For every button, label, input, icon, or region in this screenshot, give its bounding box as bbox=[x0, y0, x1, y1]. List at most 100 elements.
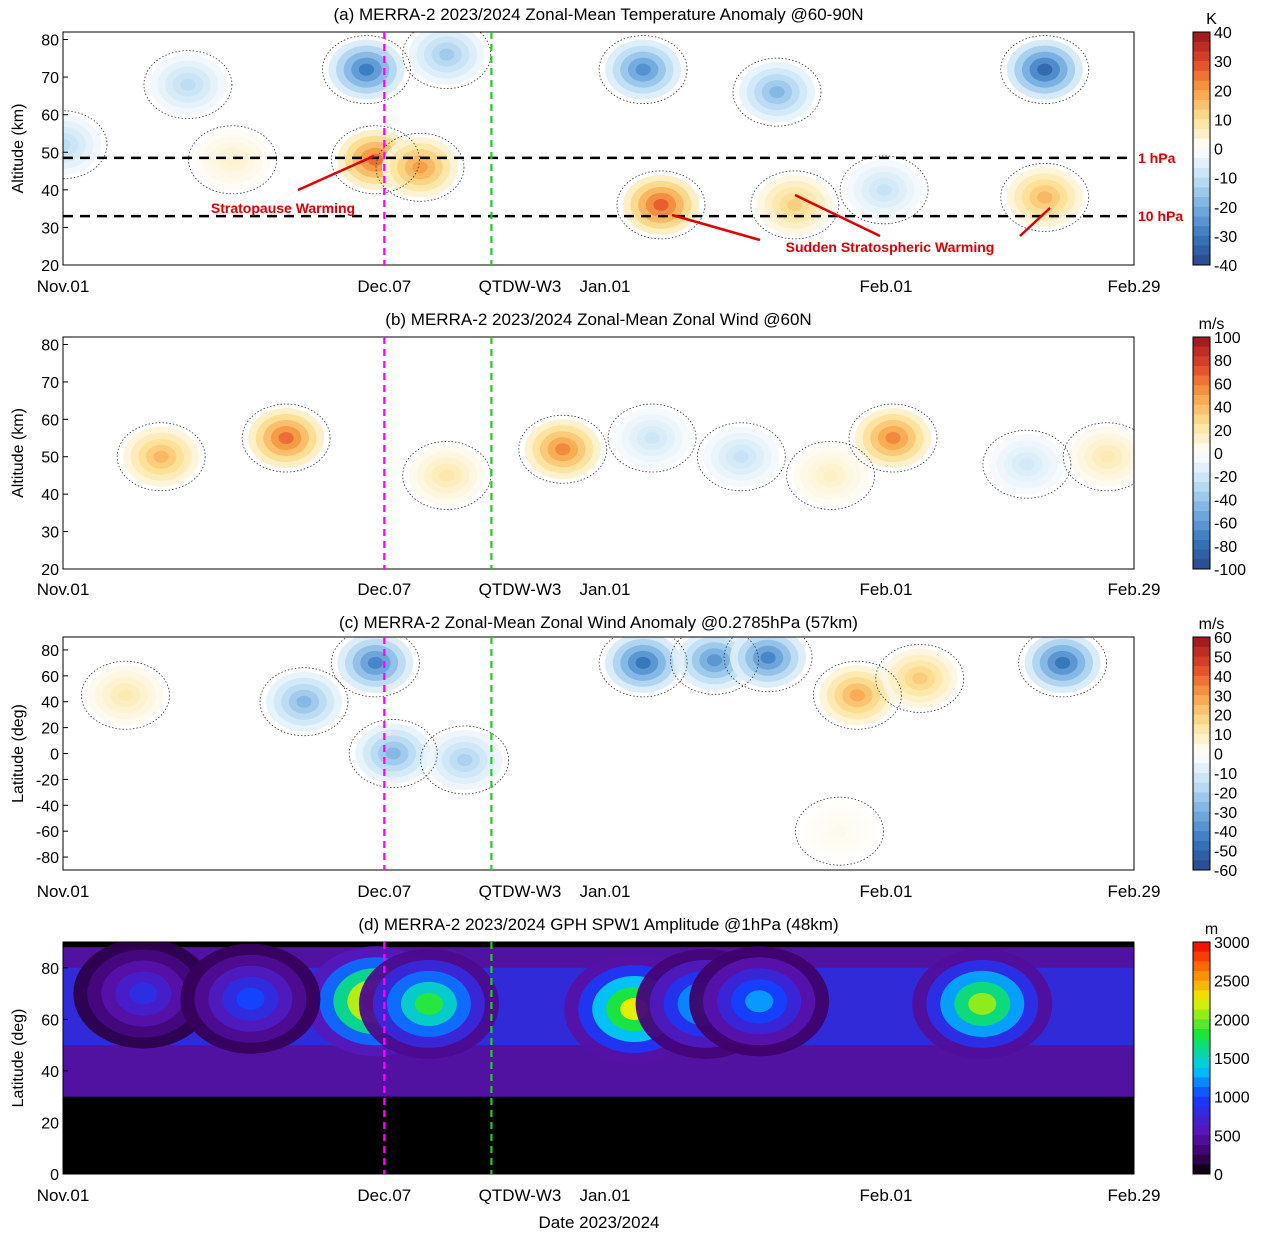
colorbar-step bbox=[1193, 840, 1210, 852]
colorbar-step bbox=[1193, 491, 1210, 502]
colorbar-tick-label: -30 bbox=[1214, 805, 1237, 822]
x-tick-label: QTDW-W3 bbox=[479, 277, 562, 296]
colorbar-tick-label: -40 bbox=[1214, 492, 1237, 509]
field-feature bbox=[912, 948, 1053, 1059]
colorbar-step bbox=[1193, 511, 1210, 522]
field-feature bbox=[855, 408, 932, 469]
y-tick-label: 80 bbox=[41, 33, 59, 50]
colorbar-step bbox=[1193, 1000, 1210, 1011]
colorbar-step bbox=[1193, 245, 1210, 256]
field-feature bbox=[248, 408, 325, 469]
x-tick-label: Dec.07 bbox=[357, 277, 411, 296]
contour-line bbox=[598, 35, 688, 104]
colorbar-unit: m/s bbox=[1199, 616, 1225, 633]
colorbar-step bbox=[1193, 61, 1210, 72]
colorbar-step bbox=[1193, 1019, 1210, 1030]
colorbar-step bbox=[1193, 1067, 1210, 1078]
y-tick-label: 20 bbox=[41, 1115, 59, 1132]
colorbar-step bbox=[1193, 1135, 1210, 1146]
colorbar-step bbox=[1193, 255, 1210, 266]
y-axis-label: Altitude (km) bbox=[10, 408, 27, 498]
y-tick-label: 40 bbox=[41, 183, 59, 200]
contour-line bbox=[1000, 35, 1090, 104]
colorbar-step bbox=[1193, 226, 1210, 237]
colorbar-tick-label: 10 bbox=[1214, 727, 1232, 744]
colorbar-step bbox=[1193, 187, 1210, 198]
colorbar-step bbox=[1193, 772, 1210, 784]
colorbar-tick-label: 500 bbox=[1214, 1128, 1241, 1145]
colorbar-step bbox=[1193, 1087, 1210, 1098]
contour-line bbox=[330, 637, 420, 698]
colorbar-tick-label: -100 bbox=[1214, 562, 1246, 579]
contour-line bbox=[518, 414, 608, 484]
colorbar-tick-label: -60 bbox=[1214, 516, 1237, 533]
contour-line bbox=[732, 57, 822, 127]
panel-4: (d) MERRA-2 2023/2024 GPH SPW1 Amplitude… bbox=[10, 915, 1250, 1205]
x-tick-label: Feb.29 bbox=[1108, 277, 1161, 296]
y-tick-label: 20 bbox=[41, 258, 59, 275]
colorbar-step bbox=[1193, 821, 1210, 832]
colorbar-step bbox=[1193, 646, 1210, 657]
contour-line bbox=[81, 660, 170, 730]
x-tick-label: QTDW-W3 bbox=[479, 580, 562, 599]
colorbar-tick-label: 0 bbox=[1214, 1167, 1223, 1184]
y-axis-label: Latitude (deg) bbox=[10, 704, 27, 803]
field-feature bbox=[605, 637, 682, 693]
x-tick-label: Jan.01 bbox=[579, 580, 630, 599]
colorbar-tick-label: 40 bbox=[1214, 25, 1232, 42]
contour-line bbox=[723, 637, 813, 693]
colorbar-step bbox=[1193, 520, 1210, 531]
colorbar-step bbox=[1193, 763, 1210, 774]
field-feature bbox=[265, 671, 342, 732]
contour-line bbox=[420, 725, 510, 795]
colorbar-step bbox=[1193, 138, 1210, 149]
colorbar-step bbox=[1193, 366, 1210, 377]
colorbar-step bbox=[1193, 385, 1210, 396]
colorbar-step bbox=[1193, 971, 1210, 982]
x-tick-label: Nov.01 bbox=[37, 277, 90, 296]
field-feature bbox=[846, 159, 923, 220]
colorbar-step bbox=[1193, 356, 1210, 367]
contour-line bbox=[1000, 162, 1090, 232]
field-feature bbox=[123, 426, 200, 487]
plot-background bbox=[63, 637, 1134, 870]
field-feature bbox=[87, 665, 164, 726]
y-tick-label: -80 bbox=[36, 850, 59, 867]
colorbar-step bbox=[1193, 530, 1210, 541]
field-feature bbox=[408, 445, 485, 506]
colorbar-tick-label: 0 bbox=[1214, 747, 1223, 764]
contour-line bbox=[696, 422, 786, 492]
colorbar-tick-label: 10 bbox=[1214, 112, 1232, 129]
colorbar-step bbox=[1193, 395, 1210, 406]
x-tick-label: Feb.29 bbox=[1108, 882, 1161, 901]
plot-frame bbox=[62, 941, 1135, 1175]
colorbar-step bbox=[1193, 424, 1210, 435]
colorbar-tick-label: 80 bbox=[1214, 353, 1232, 370]
field-feature bbox=[63, 114, 101, 175]
field-feature bbox=[382, 137, 458, 198]
y-tick-label: 20 bbox=[41, 562, 59, 579]
y-tick-label: 80 bbox=[41, 643, 59, 660]
colorbar-step bbox=[1193, 404, 1210, 415]
colorbar-tick-label: 20 bbox=[1214, 83, 1232, 100]
y-tick-label: 80 bbox=[41, 337, 59, 354]
colorbar-tick-label: -60 bbox=[1214, 863, 1237, 880]
y-tick-label: 0 bbox=[50, 1167, 59, 1184]
colorbar-unit: m/s bbox=[1199, 316, 1225, 333]
x-tick-label: Nov.01 bbox=[37, 580, 90, 599]
panel-title: (a) MERRA-2 2023/2024 Zonal-Mean Tempera… bbox=[333, 5, 863, 24]
colorbar-step bbox=[1193, 704, 1210, 716]
contour-line bbox=[188, 125, 277, 195]
colorbar-step bbox=[1193, 666, 1210, 677]
x-tick-label: Jan.01 bbox=[579, 277, 630, 296]
colorbar-step bbox=[1193, 559, 1210, 570]
field-feature bbox=[988, 434, 1065, 495]
colorbar-frame bbox=[1192, 941, 1211, 1175]
colorbar-step bbox=[1193, 831, 1210, 842]
contour-line bbox=[982, 429, 1072, 499]
panel-2: (b) MERRA-2 2023/2024 Zonal-Mean Zonal W… bbox=[10, 310, 1246, 599]
y-tick-label: 80 bbox=[41, 961, 59, 978]
contour-line bbox=[598, 637, 688, 698]
field-feature bbox=[524, 419, 601, 480]
colorbar-step bbox=[1193, 695, 1210, 706]
